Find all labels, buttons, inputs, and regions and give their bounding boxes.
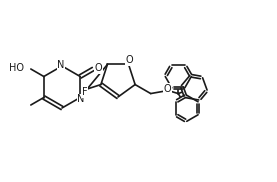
Text: O: O: [94, 63, 102, 73]
Text: O: O: [126, 56, 134, 66]
Text: HO: HO: [9, 63, 24, 73]
Text: O: O: [164, 84, 171, 94]
Text: N: N: [78, 94, 85, 104]
Text: F: F: [82, 87, 87, 97]
Text: N: N: [57, 60, 65, 70]
